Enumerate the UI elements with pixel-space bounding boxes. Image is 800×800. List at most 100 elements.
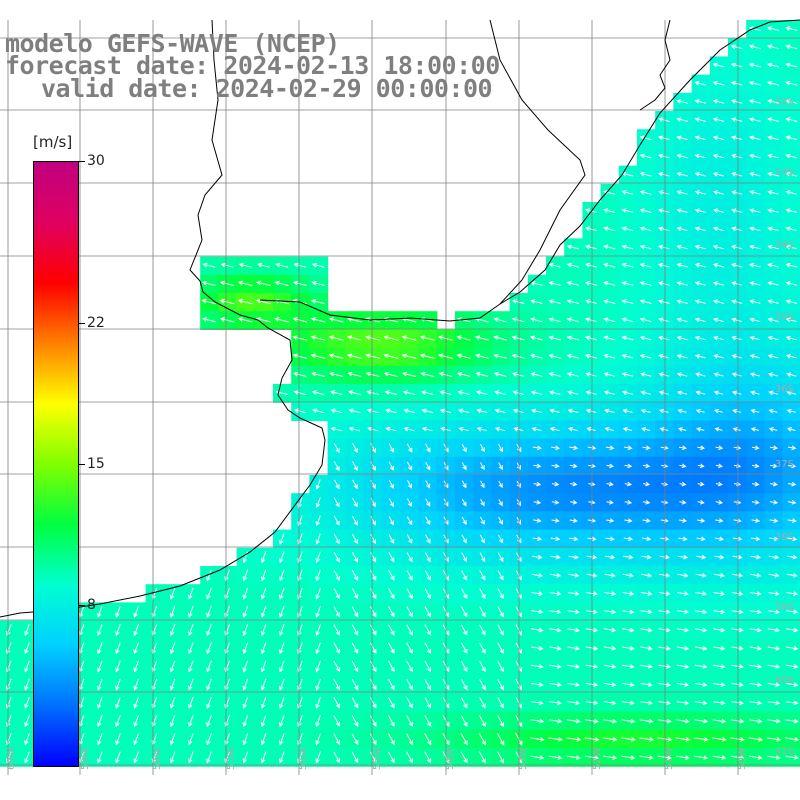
wind-arrow <box>676 244 688 250</box>
wind-arrow <box>497 697 504 709</box>
wind-arrow <box>785 226 798 232</box>
wind-arrow <box>786 645 799 651</box>
wind-arrow <box>642 463 651 469</box>
wind-arrow <box>731 208 743 213</box>
wind-arrow <box>566 718 581 724</box>
wind-arrow <box>479 443 485 453</box>
wind-arrow <box>640 390 652 395</box>
wind-arrow <box>621 190 634 195</box>
wind-arrow <box>767 609 781 615</box>
wind-arrow <box>767 135 779 141</box>
wind-arrow <box>115 642 121 655</box>
wind-arrow <box>365 371 380 377</box>
longitude-label: 53W <box>518 747 529 770</box>
wind-arrow <box>567 664 581 669</box>
wind-arrow <box>333 533 340 545</box>
wind-arrow <box>406 733 413 746</box>
wind-arrow <box>566 317 580 323</box>
wind-arrow <box>201 280 216 286</box>
wind-arrow <box>333 479 340 490</box>
wind-arrow <box>767 262 779 268</box>
wind-arrow <box>730 62 743 68</box>
wind-arrow <box>531 627 544 633</box>
wind-arrow <box>406 588 413 600</box>
wind-arrow <box>498 443 503 453</box>
wind-arrow <box>713 700 726 706</box>
wind-arrow <box>133 605 139 618</box>
wind-arrow <box>388 624 395 636</box>
wind-arrow <box>640 573 653 578</box>
wind-arrow <box>603 408 615 414</box>
wind-arrow <box>480 462 485 471</box>
wind-arrow <box>169 715 176 728</box>
wind-arrow <box>676 135 688 141</box>
wind-arrow <box>785 117 798 122</box>
wind-arrow <box>333 551 340 563</box>
wind-arrow <box>279 715 285 728</box>
latitude-label: 39S <box>775 602 794 613</box>
wind-arrow <box>749 226 761 232</box>
wind-arrow <box>133 678 139 691</box>
wind-arrow <box>658 299 670 304</box>
wind-arrow <box>767 645 781 651</box>
wind-arrow <box>24 696 30 709</box>
colorbar-tick-label: 15 <box>87 456 105 472</box>
wind-arrow <box>785 737 800 742</box>
wind-arrow <box>256 298 271 305</box>
wind-arrow <box>169 751 176 764</box>
wind-arrow <box>461 570 468 581</box>
wind-arrow <box>460 606 468 618</box>
wind-arrow <box>785 335 797 341</box>
wind-arrow <box>731 244 743 250</box>
wind-arrow <box>587 518 597 523</box>
wind-arrow <box>256 280 271 287</box>
wind-arrow <box>549 682 562 687</box>
wind-arrow <box>242 569 249 582</box>
wind-arrow <box>569 518 578 523</box>
wind-arrow <box>388 461 394 471</box>
wind-arrow <box>679 445 687 451</box>
wind-arrow <box>24 715 30 728</box>
wind-arrow <box>786 573 798 578</box>
wind-arrow <box>333 569 340 581</box>
wind-arrow <box>770 463 778 469</box>
wind-arrow <box>767 627 781 633</box>
wind-arrow <box>785 135 798 141</box>
wind-arrow <box>333 642 340 654</box>
wind-arrow <box>188 696 194 709</box>
wind-arrow <box>787 445 797 451</box>
wind-arrow <box>406 678 413 691</box>
wind-arrow <box>584 335 598 341</box>
wind-arrow <box>351 715 359 727</box>
wind-arrow <box>712 244 725 250</box>
wind-arrow <box>786 627 799 633</box>
wind-arrow <box>401 353 417 359</box>
wind-arrow <box>330 390 343 396</box>
wind-arrow <box>388 642 395 654</box>
wind-arrow <box>750 427 760 432</box>
wind-arrow <box>767 244 779 250</box>
wind-arrow <box>421 390 434 395</box>
wind-arrow <box>567 682 581 687</box>
wind-arrow <box>206 587 212 600</box>
wind-arrow <box>712 99 725 104</box>
wind-arrow <box>474 335 489 341</box>
wind-arrow <box>549 645 562 651</box>
wind-arrow <box>351 606 359 618</box>
wind-arrow <box>570 481 578 487</box>
wind-arrow <box>677 427 687 432</box>
wind-arrow <box>206 569 212 582</box>
wind-arrow <box>479 697 486 709</box>
wind-arrow <box>549 426 560 432</box>
wind-arrow <box>292 335 308 341</box>
wind-arrow <box>548 262 561 268</box>
wind-arrow <box>315 551 321 563</box>
wind-arrow <box>694 281 706 286</box>
wind-arrow <box>315 733 321 746</box>
wind-arrow <box>749 627 762 633</box>
wind-arrow <box>767 335 779 341</box>
wind-arrow <box>677 591 689 596</box>
wind-arrow <box>641 427 651 432</box>
wind-arrow <box>530 755 545 760</box>
wind-arrow <box>548 718 563 724</box>
